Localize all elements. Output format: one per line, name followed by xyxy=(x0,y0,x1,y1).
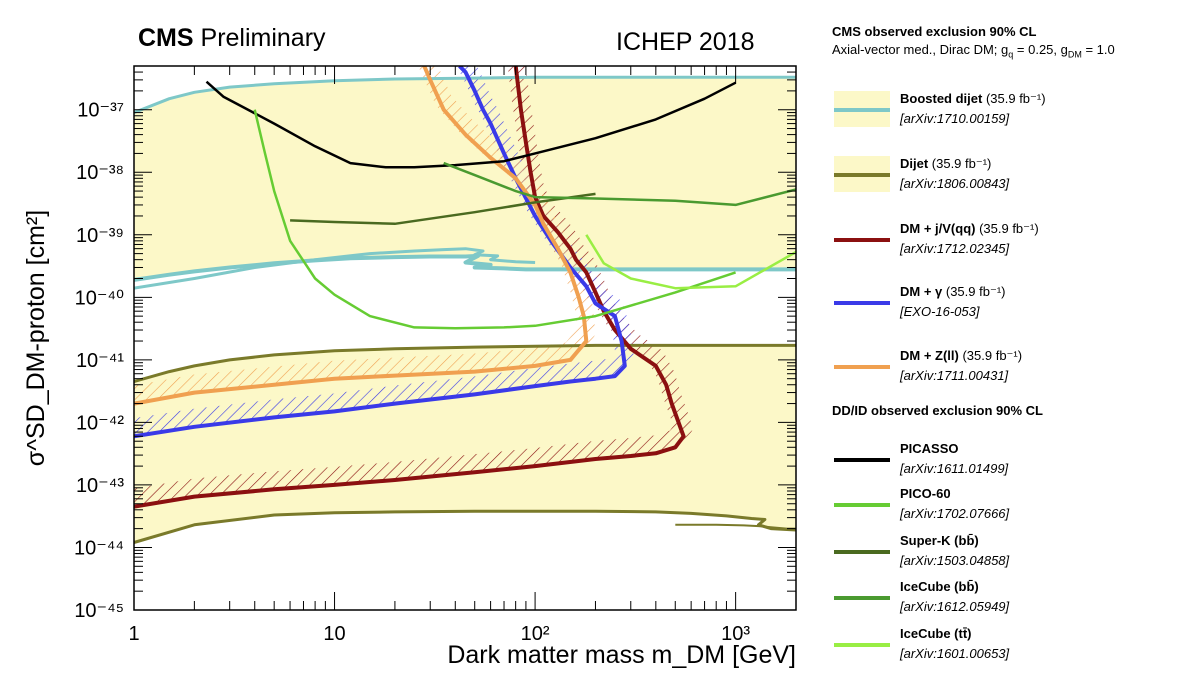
series-line-5 xyxy=(134,75,796,114)
legend-ddid-title: DD/ID observed exclusion 90% CL xyxy=(832,403,1043,418)
legend-reference: [arXiv:1702.07666] xyxy=(900,506,1010,521)
legend-label: IceCube (bb̄) xyxy=(900,579,979,594)
legend-entry: IceCube (tt̄) [arXiv:1601.00653] xyxy=(832,624,1177,668)
legend-reference: [arXiv:1503.04858] xyxy=(900,553,1010,568)
legend-label: DM + j/V(qq) (35.9 fb⁻¹) xyxy=(900,221,1039,237)
x-axis-label: Dark matter mass m_DM [GeV] xyxy=(447,641,796,669)
legend-line-swatch xyxy=(834,596,890,600)
legend-line-swatch xyxy=(834,108,890,112)
legend-series-name: DM + Z(ll) xyxy=(900,348,959,363)
legend-reference: [arXiv:1611.01499] xyxy=(900,461,1009,476)
legend-line-swatch xyxy=(834,458,890,462)
x-tick-label-2: 10² xyxy=(521,623,550,645)
conference-label: ICHEP 2018 xyxy=(616,28,755,56)
legend-lumi: (35.9 fb⁻¹) xyxy=(928,156,992,171)
legend-series-name: Dijet xyxy=(900,156,929,171)
legend-reference: [arXiv:1612.05949] xyxy=(900,599,1010,614)
legend-series-name: DM + γ xyxy=(900,284,943,299)
legend-series-name: Super-K (bb̄) xyxy=(900,533,979,548)
series-line-2 xyxy=(675,523,796,530)
dijet-excluded-region xyxy=(134,345,796,543)
legend-label: Super-K (bb̄) xyxy=(900,533,979,548)
legend-series-name: Boosted dijet xyxy=(900,91,983,106)
y-tick-label-5: 10⁻⁴⁰ xyxy=(75,287,124,309)
legend-entry: Dijet (35.9 fb⁻¹) [arXiv:1806.00843] xyxy=(832,154,1177,198)
legend-label: PICASSO xyxy=(900,441,959,456)
hatch-band-8 xyxy=(134,66,596,404)
legend-entry: PICASSO [arXiv:1611.01499] xyxy=(832,439,1177,483)
legend-lumi: (35.9 fb⁻¹) xyxy=(958,348,1023,363)
legend-line-swatch xyxy=(834,503,890,507)
legend-line-swatch xyxy=(834,643,890,647)
legend-label: Dijet (35.9 fb⁻¹) xyxy=(900,156,991,172)
legend-label: DM + γ (35.9 fb⁻¹) xyxy=(900,284,1005,300)
legend-series-name: PICO-60 xyxy=(900,486,951,501)
y-tick-label-0: 10⁻⁴⁵ xyxy=(74,600,124,622)
legend-lumi: (35.9 fb⁻¹) xyxy=(942,284,1006,299)
legend-series-name: IceCube (bb̄) xyxy=(900,579,979,594)
legend-entry: DM + j/V(qq) (35.9 fb⁻¹) [arXiv:1712.0234… xyxy=(832,219,1177,263)
y-axis-label: σ^SD_DM-proton [cm²] xyxy=(22,210,50,466)
series-line-12 xyxy=(443,161,796,207)
legend-reference: [arXiv:1711.00431] xyxy=(900,368,1009,383)
legend: CMS observed exclusion 90% CL Axial-vect… xyxy=(832,14,1177,674)
x-tick-label-1: 10 xyxy=(323,623,345,645)
legend-line-swatch xyxy=(834,238,890,242)
y-tick-label-8: 10⁻³⁷ xyxy=(77,100,124,122)
legend-entry: Super-K (bb̄) [arXiv:1503.04858] xyxy=(832,531,1177,575)
hatch-band-7 xyxy=(134,66,634,437)
legend-label: Boosted dijet (35.9 fb⁻¹) xyxy=(900,91,1046,107)
series-line-1 xyxy=(134,343,796,383)
legend-entry: DM + Z(ll) (35.9 fb⁻¹) [arXiv:1711.00431] xyxy=(832,346,1177,390)
series-line-9 xyxy=(205,80,737,169)
legend-lumi: (35.9 fb⁻¹) xyxy=(975,221,1039,236)
series-line-11 xyxy=(290,192,596,226)
series-line-7 xyxy=(134,66,627,439)
legend-series-name: DM + j/V(qq) xyxy=(900,221,976,236)
legend-entry: Boosted dijet (35.9 fb⁻¹) [arXiv:1710.001… xyxy=(832,89,1177,133)
y-tick-label-6: 10⁻³⁹ xyxy=(76,225,124,247)
y-tick-label-4: 10⁻⁴¹ xyxy=(76,350,124,372)
series-line-13 xyxy=(585,234,796,290)
legend-line-swatch xyxy=(834,301,890,305)
legend-label: IceCube (tt̄) xyxy=(900,626,972,641)
legend-reference: [arXiv:1806.00843] xyxy=(900,176,1010,191)
y-tick-label-7: 10⁻³⁸ xyxy=(76,162,124,184)
legend-reference: [arXiv:1712.02345] xyxy=(900,241,1010,256)
legend-line-swatch xyxy=(834,550,890,554)
legend-reference: [arXiv:1710.00159] xyxy=(900,111,1010,126)
series-line-8 xyxy=(134,66,589,406)
legend-entry: DM + γ (35.9 fb⁻¹) [EXO-16-053] xyxy=(832,282,1177,326)
legend-label: DM + Z(ll) (35.9 fb⁻¹) xyxy=(900,348,1022,364)
legend-series-name: IceCube (tt̄) xyxy=(900,626,972,641)
legend-entry: IceCube (bb̄) [arXiv:1612.05949] xyxy=(832,577,1177,621)
legend-lumi: (35.9 fb⁻¹) xyxy=(982,91,1046,106)
series-line-4 xyxy=(134,247,536,290)
series-line-10 xyxy=(253,109,736,330)
plot-frame xyxy=(133,65,797,611)
y-tick-label-1: 10⁻⁴⁴ xyxy=(74,537,124,559)
x-tick-label-0: 1 xyxy=(128,623,139,645)
y-tick-label-3: 10⁻⁴² xyxy=(76,412,124,434)
legend-model-text: Axial-vector med., Dirac DM; gq = 0.25, … xyxy=(832,42,1115,60)
legend-series-name: PICASSO xyxy=(900,441,959,456)
experiment-label: CMS Preliminary xyxy=(138,24,326,52)
legend-cms-title: CMS observed exclusion 90% CL xyxy=(832,24,1037,39)
legend-label: PICO-60 xyxy=(900,486,951,501)
legend-line-swatch xyxy=(834,365,890,369)
legend-line-swatch xyxy=(834,173,890,177)
legend-entry: PICO-60 [arXiv:1702.07666] xyxy=(832,484,1177,528)
series-line-0 xyxy=(134,509,796,544)
legend-reference: [arXiv:1601.00653] xyxy=(900,646,1010,661)
y-tick-label-2: 10⁻⁴³ xyxy=(76,475,124,497)
x-tick-label-3: 10³ xyxy=(721,623,750,645)
series-line-6 xyxy=(134,66,686,509)
legend-reference: [EXO-16-053] xyxy=(900,304,980,319)
